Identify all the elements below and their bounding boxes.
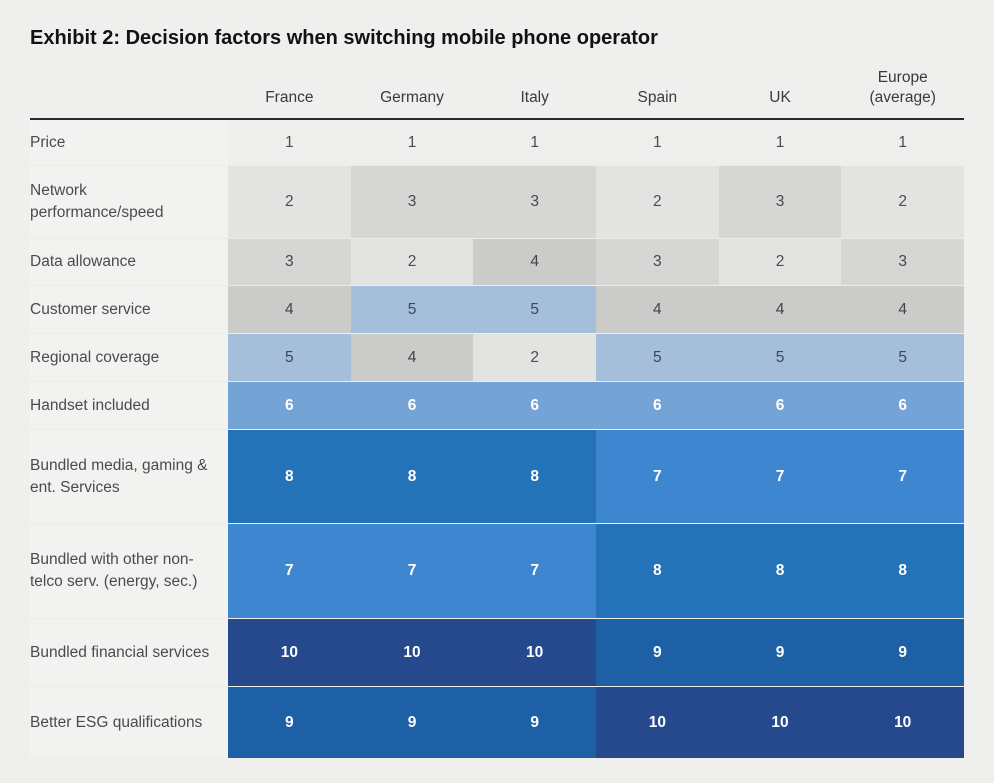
rank-cell: 2 [596, 166, 719, 238]
header-divider-rule [30, 118, 964, 120]
rank-cell: 6 [350, 382, 474, 429]
rank-cell: 6 [718, 382, 842, 429]
rank-cell: 7 [841, 430, 965, 523]
rank-cell: 3 [841, 239, 965, 285]
rank-cell: 7 [350, 524, 474, 618]
rank-cell: 6 [228, 382, 351, 429]
rank-cell: 10 [596, 687, 719, 758]
page-title: Exhibit 2: Decision factors when switchi… [30, 27, 658, 49]
table-row: Better ESG qualifications 9 9 9 10 10 10 [30, 686, 965, 758]
column-header: France [265, 89, 314, 106]
rank-cell: 9 [350, 687, 474, 758]
rank-cell: 3 [228, 239, 351, 285]
rank-cell: 4 [596, 286, 719, 333]
rank-cell: 10 [350, 619, 474, 686]
table-row: Data allowance 3 2 4 3 2 3 [30, 238, 965, 285]
row-label: Customer service [30, 286, 228, 333]
column-header: Germany [380, 89, 444, 106]
row-label: Network performance/speed [30, 166, 228, 238]
rank-cell: 10 [841, 687, 965, 758]
row-label: Bundled financial services [30, 619, 228, 686]
rank-cell: 4 [228, 286, 351, 333]
rank-cell: 2 [841, 166, 965, 238]
rank-cell: 4 [473, 239, 597, 285]
table-row: Bundled media, gaming & ent. Services 8 8 8… [30, 429, 965, 523]
column-header: Europe (average) [869, 69, 936, 106]
rank-cell: 1 [718, 120, 842, 165]
table-body: Price 1 1 1 1 1 1 Network performance/speed 2 3 3 2… [30, 120, 965, 758]
rank-cell: 2 [350, 239, 474, 285]
table-row: Network performance/speed 2 3 3 2 3 2 [30, 165, 965, 238]
rank-cell: 4 [718, 286, 842, 333]
rank-cell: 10 [718, 687, 842, 758]
rank-cell: 9 [596, 619, 719, 686]
rank-cell: 5 [350, 286, 474, 333]
table-row: Regional coverage 5 4 2 5 5 5 [30, 333, 965, 381]
column-header-row: France Germany Italy Spain UK Europe (average… [30, 50, 964, 118]
rank-cell: 10 [473, 619, 597, 686]
rank-cell: 6 [841, 382, 965, 429]
rank-cell: 3 [473, 166, 597, 238]
rank-cell: 9 [841, 619, 965, 686]
rank-cell: 7 [228, 524, 351, 618]
rank-cell: 8 [350, 430, 474, 523]
row-label: Bundled media, gaming & ent. Services [30, 430, 228, 523]
row-label: Handset included [30, 382, 228, 429]
exhibit-page: Exhibit 2: Decision factors when switchi… [30, 27, 965, 758]
rank-cell: 8 [718, 524, 842, 618]
row-label: Bundled with other non-telco serv. (ener… [30, 524, 228, 618]
ranking-heatmap-table: France Germany Italy Spain UK Europe (average… [30, 50, 965, 758]
rank-cell: 3 [718, 166, 842, 238]
rank-cell: 7 [473, 524, 597, 618]
rank-cell: 1 [350, 120, 474, 165]
rank-cell: 1 [841, 120, 965, 165]
rank-cell: 9 [473, 687, 597, 758]
rank-cell: 9 [228, 687, 351, 758]
rank-cell: 8 [596, 524, 719, 618]
rank-cell: 8 [228, 430, 351, 523]
rank-cell: 9 [718, 619, 842, 686]
rank-cell: 2 [228, 166, 351, 238]
row-label: Better ESG qualifications [30, 687, 228, 758]
rank-cell: 1 [228, 120, 351, 165]
column-header: Spain [637, 89, 678, 106]
rank-cell: 4 [841, 286, 965, 333]
rank-cell: 1 [596, 120, 719, 165]
column-header: Italy [520, 89, 549, 106]
column-header: UK [769, 89, 791, 106]
rank-cell: 5 [473, 286, 597, 333]
row-label: Regional coverage [30, 334, 228, 381]
table-row: Bundled financial services 10 10 10 9 9 9 [30, 618, 965, 686]
rank-cell: 8 [841, 524, 965, 618]
row-label: Price [30, 120, 228, 165]
rank-cell: 5 [596, 334, 719, 381]
rank-cell: 7 [596, 430, 719, 523]
rank-cell: 6 [596, 382, 719, 429]
rank-cell: 3 [596, 239, 719, 285]
rank-cell: 4 [350, 334, 474, 381]
rank-cell: 1 [473, 120, 597, 165]
rank-cell: 5 [841, 334, 965, 381]
rank-cell: 6 [473, 382, 597, 429]
rank-cell: 5 [228, 334, 351, 381]
rank-cell: 2 [473, 334, 597, 381]
rank-cell: 3 [350, 166, 474, 238]
rank-cell: 10 [228, 619, 351, 686]
table-row: Handset included 6 6 6 6 6 6 [30, 381, 965, 429]
table-row: Customer service 4 5 5 4 4 4 [30, 285, 965, 333]
table-row: Bundled with other non-telco serv. (ener… [30, 523, 965, 618]
row-label: Data allowance [30, 239, 228, 285]
rank-cell: 2 [718, 239, 842, 285]
table-row: Price 1 1 1 1 1 1 [30, 120, 965, 165]
rank-cell: 7 [718, 430, 842, 523]
rank-cell: 8 [473, 430, 597, 523]
rank-cell: 5 [718, 334, 842, 381]
